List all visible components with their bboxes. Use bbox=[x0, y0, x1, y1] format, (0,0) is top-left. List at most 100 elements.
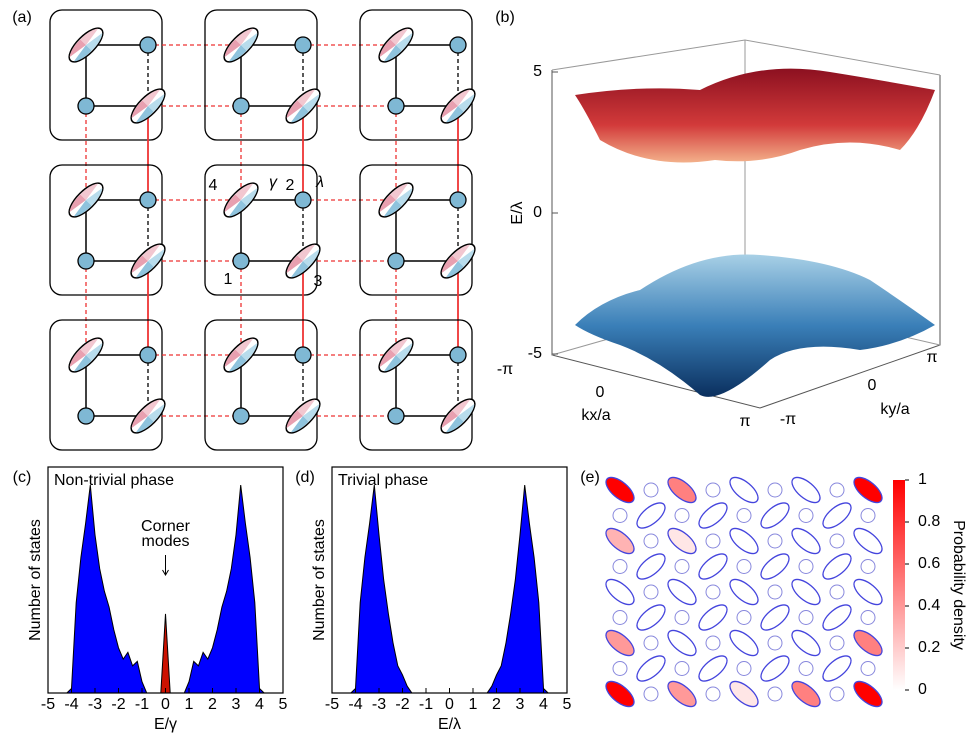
site-density bbox=[757, 651, 793, 685]
site bbox=[295, 347, 311, 363]
site-density bbox=[602, 626, 638, 660]
site-density bbox=[819, 651, 855, 685]
bond bbox=[86, 45, 148, 106]
x-tick-label: 4 bbox=[539, 696, 548, 713]
site-density bbox=[644, 636, 658, 650]
x-axis-label: E/γ bbox=[154, 716, 177, 733]
figure: 4γ2λ13 50-5E/λ-π0πkx/a-π0πky/a -5-4-3-2-… bbox=[0, 0, 971, 745]
site-density bbox=[644, 585, 658, 599]
site-density bbox=[664, 575, 700, 609]
site-density bbox=[737, 509, 751, 523]
site-density bbox=[788, 677, 824, 711]
site-density bbox=[644, 483, 658, 497]
x-axis-label: E/λ bbox=[438, 716, 461, 733]
site-label: 4 bbox=[209, 177, 218, 194]
y-axis-label: Number of states bbox=[311, 519, 328, 641]
z-tick-label: 0 bbox=[533, 204, 542, 221]
x-tick-label: 2 bbox=[208, 696, 217, 713]
site-density bbox=[830, 483, 844, 497]
x-tick-label: -1 bbox=[135, 696, 149, 713]
probability-map: 00.20.40.60.81Probability density bbox=[602, 471, 967, 711]
site-density bbox=[695, 651, 731, 685]
x-tick-label: -3 bbox=[88, 696, 102, 713]
site-density bbox=[695, 498, 731, 532]
site bbox=[450, 37, 466, 53]
site bbox=[233, 408, 249, 424]
site-label: 3 bbox=[314, 273, 323, 290]
site bbox=[450, 192, 466, 208]
z-tick-label: 5 bbox=[533, 63, 542, 80]
site-density bbox=[633, 498, 669, 532]
site-density bbox=[861, 662, 875, 676]
site-density bbox=[799, 662, 813, 676]
site bbox=[388, 408, 404, 424]
site-density bbox=[695, 600, 731, 634]
annotation-arrow bbox=[163, 555, 169, 575]
site-density bbox=[861, 611, 875, 625]
x-tick-label: 4 bbox=[255, 696, 264, 713]
y-tick-label: -π bbox=[780, 411, 796, 428]
site-density bbox=[788, 473, 824, 507]
site-density bbox=[757, 549, 793, 583]
site-label: λ bbox=[315, 174, 324, 191]
x-tick-label: -2 bbox=[395, 696, 409, 713]
site-label: 1 bbox=[224, 271, 233, 288]
x-tick-label: 3 bbox=[232, 696, 241, 713]
site-density bbox=[737, 611, 751, 625]
x-tick-label: 0 bbox=[596, 384, 605, 401]
panel-label: (b) bbox=[495, 9, 515, 26]
site-density bbox=[706, 483, 720, 497]
site bbox=[388, 98, 404, 114]
upper-band bbox=[575, 69, 935, 163]
colorbar-tick-label: 0.6 bbox=[918, 555, 940, 572]
site bbox=[78, 408, 94, 424]
x-tick-label: 3 bbox=[516, 696, 525, 713]
annotation-line: modes bbox=[141, 533, 189, 550]
site bbox=[233, 253, 249, 269]
site-density bbox=[644, 534, 658, 548]
site-density bbox=[706, 534, 720, 548]
x-tick-label: -5 bbox=[325, 696, 339, 713]
site-density bbox=[850, 473, 886, 507]
site bbox=[295, 37, 311, 53]
site-density bbox=[819, 600, 855, 634]
site-density bbox=[768, 483, 782, 497]
site-density bbox=[768, 636, 782, 650]
x-tick-label: -5 bbox=[41, 696, 55, 713]
site-density bbox=[830, 687, 844, 701]
site-density bbox=[861, 509, 875, 523]
site-density bbox=[602, 677, 638, 711]
site-density bbox=[602, 524, 638, 558]
site-density bbox=[675, 611, 689, 625]
x-tick-label: 5 bbox=[279, 696, 288, 713]
y-axis-label: ky/a bbox=[880, 401, 909, 418]
x-tick-label: -2 bbox=[111, 696, 125, 713]
panel-label: (c) bbox=[13, 469, 32, 486]
site-density bbox=[633, 549, 669, 583]
site-density bbox=[850, 575, 886, 609]
site-label: 2 bbox=[286, 177, 295, 194]
site bbox=[450, 347, 466, 363]
x-tick-label: -4 bbox=[64, 696, 78, 713]
site-density bbox=[633, 651, 669, 685]
bond bbox=[241, 45, 303, 106]
colorbar-tick-label: 1 bbox=[918, 471, 927, 488]
site-label: γ bbox=[269, 174, 278, 191]
site-density bbox=[675, 509, 689, 523]
site-density bbox=[726, 473, 762, 507]
bond bbox=[241, 200, 303, 261]
bond bbox=[86, 355, 148, 416]
site bbox=[140, 347, 156, 363]
site-density bbox=[644, 687, 658, 701]
site-density bbox=[602, 575, 638, 609]
y-axis-label: Number of states bbox=[27, 519, 44, 641]
site-density bbox=[788, 575, 824, 609]
bond bbox=[241, 355, 303, 416]
site-density bbox=[768, 585, 782, 599]
x-tick-label: -1 bbox=[419, 696, 433, 713]
z-axis-label: E/λ bbox=[509, 201, 526, 224]
site-density bbox=[613, 560, 627, 574]
